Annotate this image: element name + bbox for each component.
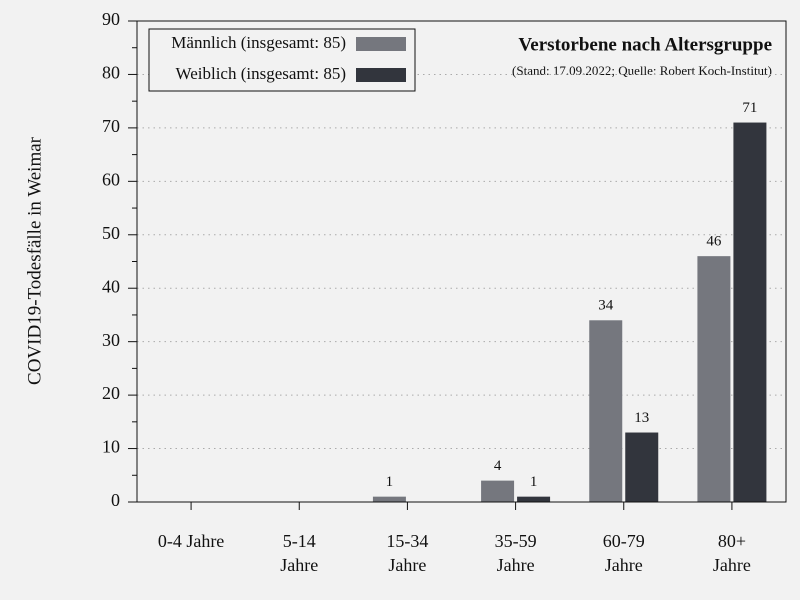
chart-title: Verstorbene nach Altersgruppe — [518, 34, 772, 55]
y-tick-label: 90 — [102, 9, 120, 29]
x-tick-label: 60-79 Jahre — [602, 531, 645, 575]
chart-subtitle: (Stand: 17.09.2022; Quelle: Robert Koch-… — [512, 63, 772, 78]
data-label: 1 — [530, 474, 538, 490]
legend-swatch — [356, 37, 406, 51]
data-label: 4 — [494, 458, 502, 474]
data-label: 46 — [706, 234, 722, 250]
x-tick-label: 5-14 Jahre — [280, 531, 319, 575]
y-tick-label: 60 — [102, 169, 120, 189]
bar — [372, 496, 406, 502]
bar — [589, 320, 623, 502]
legend-label: Männlich (insgesamt: 85) — [171, 33, 346, 52]
data-label: 34 — [598, 298, 614, 314]
data-label: 13 — [634, 410, 649, 426]
y-tick-label: 40 — [102, 276, 120, 296]
legend-label: Weiblich (insgesamt: 85) — [176, 64, 346, 83]
bar — [517, 496, 551, 502]
y-tick-label: 0 — [111, 490, 120, 510]
bar — [733, 122, 767, 503]
bar — [625, 432, 659, 502]
x-tick-label: 80+ Jahre — [712, 531, 751, 575]
bar — [481, 480, 515, 502]
x-tick-label: 35-59 Jahre — [494, 531, 537, 575]
y-tick-label: 20 — [102, 383, 120, 403]
legend-swatch — [356, 68, 406, 82]
y-tick-label: 10 — [102, 437, 120, 457]
y-tick-label: 70 — [102, 116, 120, 136]
data-label: 71 — [742, 100, 757, 116]
y-tick-label: 30 — [102, 330, 120, 350]
x-tick-label: 0-4 Jahre — [157, 531, 225, 551]
y-tick-label: 80 — [102, 63, 120, 83]
data-label: 1 — [386, 474, 394, 490]
y-tick-label: 50 — [102, 223, 120, 243]
bar — [697, 256, 731, 502]
y-axis-label: COVID19-Todesfälle in Weimar — [24, 136, 45, 385]
x-tick-label: 15-34 Jahre — [386, 531, 429, 575]
plot-frame — [136, 20, 787, 503]
